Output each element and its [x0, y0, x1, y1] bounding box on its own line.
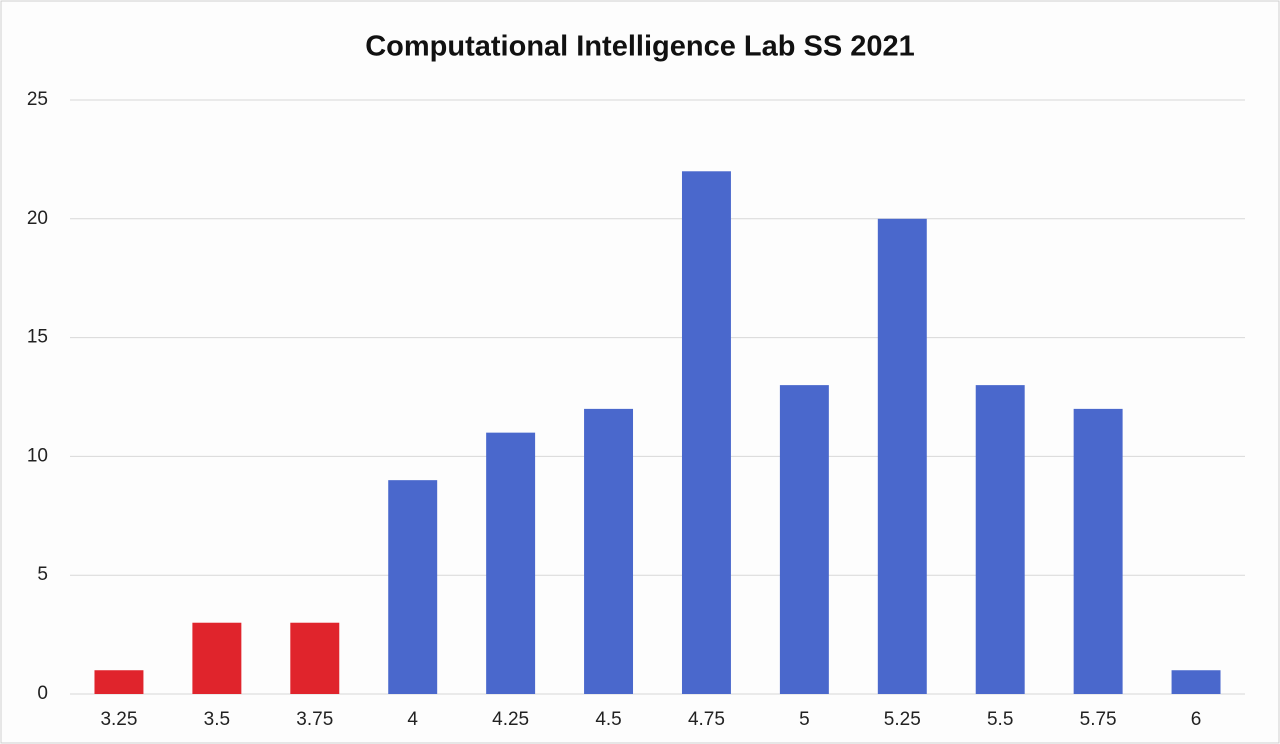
x-tick-label: 5.75 [1080, 709, 1117, 730]
bar [681, 171, 731, 694]
bar [192, 622, 242, 694]
y-tick-label: 25 [27, 89, 48, 110]
x-tick-label: 3.5 [204, 709, 230, 730]
bar [290, 622, 340, 694]
bar [584, 408, 634, 694]
bar [877, 218, 927, 695]
y-tick-label: 15 [27, 327, 48, 348]
x-tick-label: 5 [799, 709, 810, 730]
bar [486, 432, 536, 694]
x-tick-label: 4.25 [492, 709, 529, 730]
y-tick-label: 10 [27, 445, 48, 466]
y-tick-label: 5 [37, 564, 48, 585]
chart-title: Computational Intelligence Lab SS 2021 [365, 31, 915, 63]
y-tick-label: 20 [27, 208, 48, 229]
bar [94, 670, 144, 694]
x-tick-label: 5.5 [987, 709, 1013, 730]
bar [1073, 408, 1123, 694]
x-tick-label: 6 [1191, 709, 1202, 730]
x-tick-label: 3.75 [296, 709, 333, 730]
bar [975, 385, 1025, 694]
bar [388, 480, 438, 694]
y-tick-label: 0 [37, 683, 48, 704]
x-tick-label: 5.25 [884, 709, 921, 730]
x-tick-label: 3.25 [100, 709, 137, 730]
bar [1171, 670, 1221, 694]
bar [779, 385, 829, 694]
x-tick-label: 4.5 [595, 709, 621, 730]
x-tick-label: 4.75 [688, 709, 725, 730]
x-tick-label: 4 [407, 709, 418, 730]
